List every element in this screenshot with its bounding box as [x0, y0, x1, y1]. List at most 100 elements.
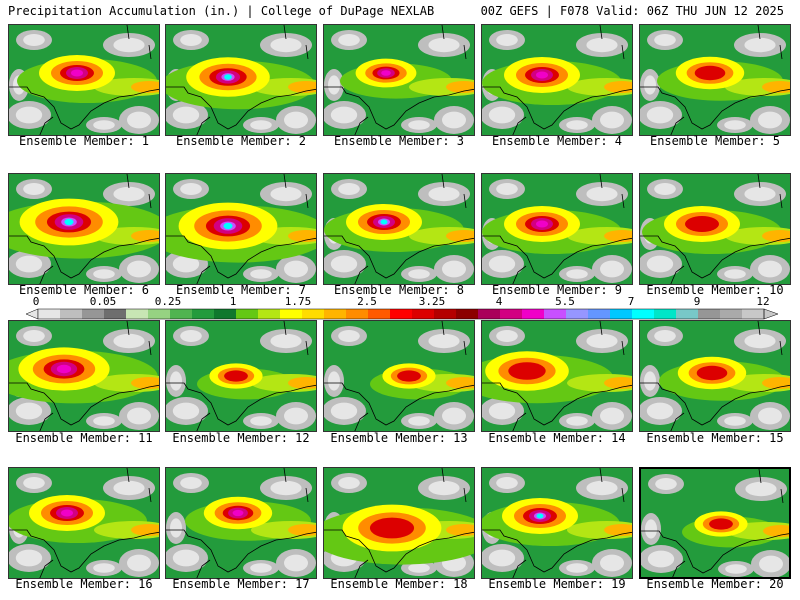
ensemble-member-caption: Ensemble Member: 7 — [175, 283, 307, 297]
colorbar-swatch — [258, 309, 281, 319]
colorbar-tick-label: 0.25 — [154, 295, 182, 308]
colorbar-scale — [25, 308, 779, 320]
colorbar-swatch — [302, 309, 325, 319]
precip-map — [9, 174, 159, 284]
colorbar-tick-label: 1.75 — [284, 295, 312, 308]
colorbar-swatch — [632, 309, 655, 319]
precip-map — [641, 469, 789, 577]
ensemble-map-panel[interactable] — [8, 173, 160, 285]
ensemble-member-caption: Ensemble Member: 3 — [333, 134, 465, 148]
ensemble-member-caption: Ensemble Member: 14 — [488, 431, 626, 445]
colorbar-tick-label: 2.5 — [357, 295, 377, 308]
precip-map — [482, 174, 632, 284]
colorbar-swatch — [214, 309, 237, 319]
colorbar-swatch — [610, 309, 633, 319]
ensemble-member-caption: Ensemble Member: 17 — [172, 577, 310, 591]
colorbar-swatch — [500, 309, 523, 319]
precip-map — [324, 468, 474, 578]
ensemble-member-caption: Ensemble Member: 5 — [649, 134, 781, 148]
ensemble-member-caption: Ensemble Member: 10 — [646, 283, 784, 297]
precip-map — [482, 468, 632, 578]
colorbar-swatch — [720, 309, 743, 319]
ensemble-map-panel[interactable] — [323, 467, 475, 579]
colorbar-swatch — [544, 309, 567, 319]
ensemble-member-caption: Ensemble Member: 20 — [646, 577, 784, 591]
colorbar-swatch — [390, 309, 413, 319]
ensemble-member-caption: Ensemble Member: 12 — [172, 431, 310, 445]
precip-map — [324, 321, 474, 431]
colorbar-labels: 0 0.05 0.25 1 1.75 2.5 3.25 4 5.5 7 9 12 — [0, 296, 800, 308]
colorbar-swatch — [60, 309, 83, 319]
precip-map — [9, 321, 159, 431]
colorbar-max-arrow — [763, 308, 779, 320]
colorbar-tick-label: 0 — [32, 295, 40, 308]
colorbar-swatch — [126, 309, 149, 319]
colorbar-swatch — [522, 309, 545, 319]
ensemble-member-caption: Ensemble Member: 15 — [646, 431, 784, 445]
ensemble-map-panel[interactable] — [165, 24, 317, 136]
colorbar-tick-label: 4 — [495, 295, 503, 308]
ensemble-member-caption: Ensemble Member: 2 — [175, 134, 307, 148]
colorbar-swatch — [566, 309, 589, 319]
valid-time: 00Z GEFS | F078 Valid: 06Z THU JUN 12 20… — [480, 4, 784, 18]
precip-map — [640, 25, 790, 135]
colorbar-tick-label: 3.25 — [418, 295, 446, 308]
precip-map — [166, 321, 316, 431]
precip-map — [9, 468, 159, 578]
ensemble-map-panel[interactable] — [165, 320, 317, 432]
colorbar-tick-label: 5.5 — [555, 295, 575, 308]
colorbar-swatch — [412, 309, 435, 319]
colorbar-swatch — [456, 309, 479, 319]
ensemble-member-caption: Ensemble Member: 8 — [333, 283, 465, 297]
colorbar-swatch — [742, 309, 765, 319]
ensemble-map-panel[interactable] — [165, 173, 317, 285]
colorbar-swatch — [654, 309, 677, 319]
precip-map — [166, 174, 316, 284]
ensemble-map-panel[interactable] — [323, 173, 475, 285]
colorbar-swatch — [368, 309, 391, 319]
colorbar-tick-label: 9 — [693, 295, 701, 308]
colorbar-swatch — [324, 309, 347, 319]
ensemble-map-panel[interactable] — [481, 24, 633, 136]
ensemble-member-caption: Ensemble Member: 18 — [330, 577, 468, 591]
colorbar-swatch — [698, 309, 721, 319]
ensemble-map-panel[interactable] — [8, 467, 160, 579]
ensemble-map-panel[interactable] — [8, 24, 160, 136]
colorbar-swatch — [434, 309, 457, 319]
precip-map — [166, 25, 316, 135]
ensemble-map-panel[interactable] — [481, 320, 633, 432]
ensemble-map-panel[interactable] — [8, 320, 160, 432]
ensemble-member-caption: Ensemble Member: 1 — [18, 134, 150, 148]
colorbar-tick-label: 0.05 — [89, 295, 117, 308]
colorbar-swatch — [38, 309, 61, 319]
precip-map — [9, 25, 159, 135]
ensemble-map-panel[interactable] — [323, 24, 475, 136]
ensemble-map-panel[interactable] — [323, 320, 475, 432]
colorbar-tick-label: 12 — [756, 295, 770, 308]
precip-map — [324, 25, 474, 135]
ensemble-map-panel[interactable] — [481, 467, 633, 579]
colorbar-min-arrow — [25, 308, 39, 320]
ensemble-map-panel[interactable] — [639, 24, 791, 136]
colorbar-swatch — [478, 309, 501, 319]
ensemble-map-panel[interactable] — [639, 467, 791, 579]
colorbar-swatch — [280, 309, 303, 319]
product-title: Precipitation Accumulation (in.) | Colle… — [8, 4, 435, 18]
ensemble-map-panel[interactable] — [639, 320, 791, 432]
colorbar-swatch — [192, 309, 215, 319]
ensemble-member-caption: Ensemble Member: 13 — [330, 431, 468, 445]
precip-map — [482, 321, 632, 431]
ensemble-map-panel[interactable] — [165, 467, 317, 579]
ensemble-map-panel[interactable] — [639, 173, 791, 285]
colorbar-swatch — [588, 309, 611, 319]
ensemble-map-panel[interactable] — [481, 173, 633, 285]
header: Precipitation Accumulation (in.) | Colle… — [0, 0, 800, 22]
precip-map — [166, 468, 316, 578]
precip-map — [482, 25, 632, 135]
colorbar-swatch — [346, 309, 369, 319]
colorbar-swatch — [236, 309, 259, 319]
colorbar-swatch — [82, 309, 105, 319]
colorbar-swatch — [148, 309, 171, 319]
colorbar-tick-label: 1 — [229, 295, 237, 308]
colorbar-swatch — [170, 309, 193, 319]
